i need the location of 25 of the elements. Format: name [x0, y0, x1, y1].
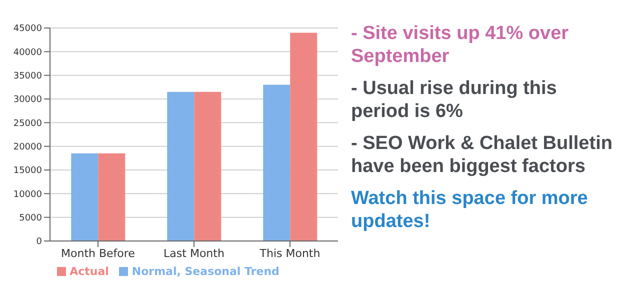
y-tick-label: 15000 [13, 166, 42, 176]
y-tick-label: 25000 [13, 118, 42, 129]
y-tick-label: 35000 [13, 72, 42, 82]
bar [290, 32, 318, 241]
text: Watch this space for more updates! [351, 187, 589, 233]
y-tick-label: 0 [36, 237, 42, 248]
bar [71, 153, 98, 241]
y-tick-label: 5000 [19, 214, 42, 224]
x-tick-label: Last Month [164, 246, 224, 260]
bar [167, 92, 194, 241]
legend-label: Normal, Seasonal Trend [132, 265, 280, 278]
bar [263, 84, 290, 241]
bar [98, 153, 126, 241]
text: - SEO Work & Chalet Bulletin have been biggest factors [351, 132, 614, 178]
bar [194, 92, 222, 241]
text: - Site visits up 41% over September [351, 22, 570, 68]
y-tick-label: 45000 [13, 24, 42, 34]
x-tick-label: Month Before [61, 246, 136, 260]
x-tick-label: This Month [258, 246, 320, 260]
y-tick-label: 30000 [13, 95, 42, 106]
y-tick-label: 10000 [13, 190, 42, 200]
text: - Usual rise during this period is 6% [351, 77, 558, 123]
y-tick-label: 20000 [13, 142, 42, 153]
y-tick-label: 40000 [13, 48, 42, 58]
legend-label: Actual [70, 265, 109, 278]
